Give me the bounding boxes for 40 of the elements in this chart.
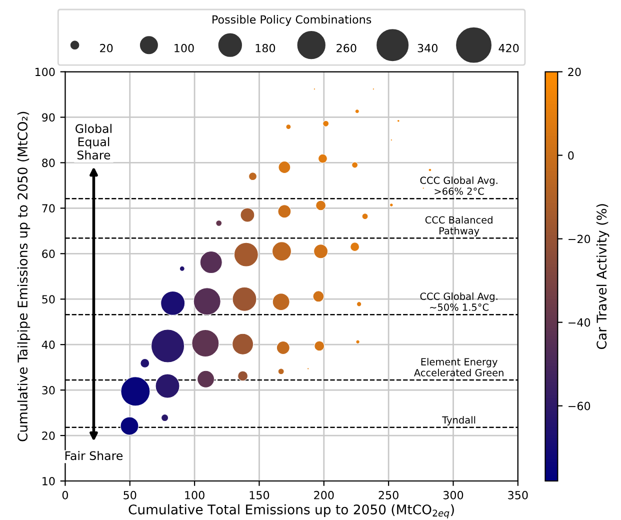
- color-bar-label: 0: [568, 151, 574, 160]
- color-bar-title: Car Travel Activity (%): [596, 204, 610, 349]
- x-tick-label: 200: [314, 490, 334, 500]
- y-tick-label: 10: [42, 476, 55, 486]
- x-tick-label: 150: [250, 490, 270, 500]
- legend-label: 260: [336, 44, 356, 52]
- color-bar-label: −20: [568, 234, 590, 244]
- x-tick-label: 250: [378, 490, 398, 500]
- color-bar-label: −60: [568, 402, 590, 410]
- y-tick-label: 40: [42, 340, 55, 349]
- annotation: Fair Share: [65, 450, 123, 460]
- legend-label: 340: [418, 44, 438, 52]
- x-tick-label: 0: [62, 490, 68, 500]
- y-tick-label: 90: [42, 113, 55, 122]
- annotation: Global Equal Share: [76, 124, 112, 160]
- ref-line-label: CCC Balanced Pathway: [425, 216, 492, 236]
- y-tick-label: 70: [42, 204, 55, 213]
- color-bar-label: 20: [568, 68, 581, 76]
- y-tick-label: 60: [42, 250, 55, 258]
- legend-label: 20: [100, 44, 113, 52]
- legend-label: 100: [174, 44, 194, 52]
- y-tick-label: 50: [42, 295, 55, 304]
- ref-line-label: CCC Global Avg. ~50% 1.5°C: [420, 292, 498, 311]
- x-tick-label: 50: [124, 490, 136, 500]
- ref-line-label: Tyndall: [442, 416, 476, 426]
- x-tick-label: 100: [185, 490, 204, 500]
- x-tick-label: 350: [508, 490, 528, 500]
- ref-line-label: Element Energy Accelerated Green: [414, 358, 504, 376]
- y-tick-label: 20: [42, 432, 55, 440]
- y-tick-label: 100: [35, 68, 55, 76]
- color-bar-label: −40: [568, 318, 590, 327]
- legend-title: Possible Policy Combinations: [212, 15, 372, 26]
- legend-label: 420: [498, 44, 519, 52]
- y-axis-title: Cumulative Tailpipe Emissions up to 2050 (MtCO₂): [17, 112, 30, 442]
- y-tick-label: 30: [42, 386, 55, 394]
- y-tick-label: 80: [42, 158, 55, 168]
- x-axis-title: Cumulative Total Emissions up to 2050 (MtCO$_{2eq}$): [128, 504, 454, 518]
- ref-line-label: CCC Global Avg. >66% 2°C: [420, 176, 498, 195]
- legend-label: 180: [256, 44, 276, 52]
- x-tick-label: 300: [443, 490, 464, 500]
